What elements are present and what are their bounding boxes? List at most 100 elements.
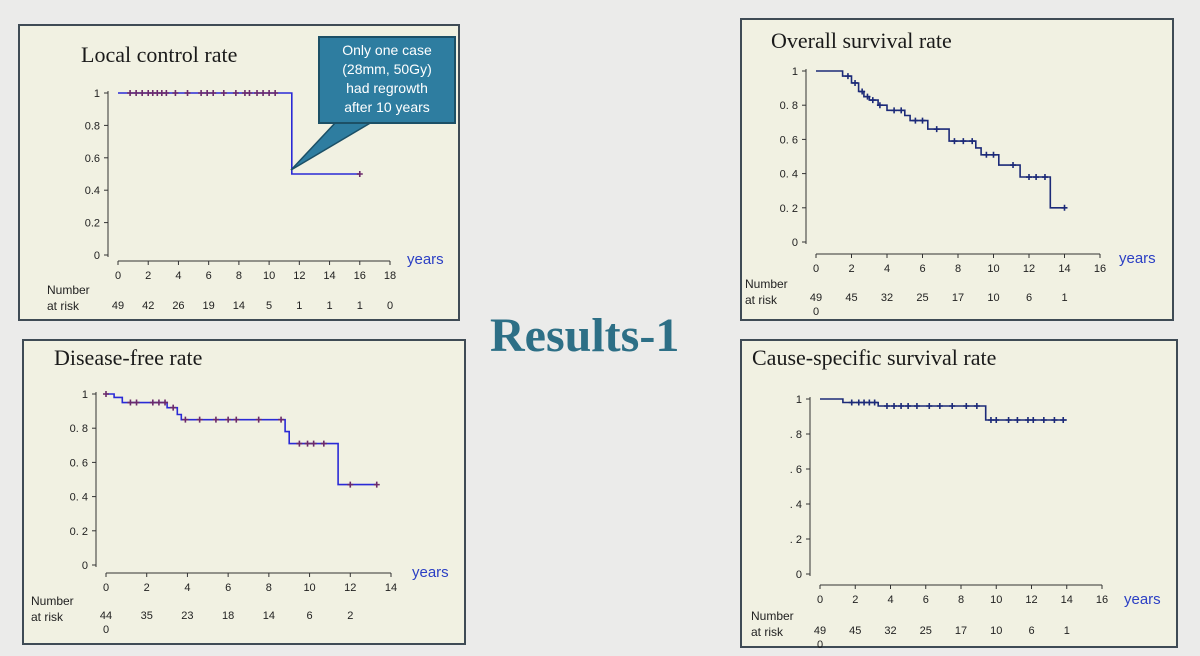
censor-mark xyxy=(987,417,994,423)
censor-mark xyxy=(852,79,859,86)
censor-mark xyxy=(993,417,1000,423)
x-tick-label: 2 xyxy=(848,263,854,275)
y-tick-label: 0. 2 xyxy=(70,526,88,538)
x-tick-label: 16 xyxy=(354,270,366,282)
y-tick-label: . 6 xyxy=(790,464,802,476)
y-tick-label: 0.6 xyxy=(85,153,100,165)
x-axis-label: years xyxy=(407,251,444,268)
censor-mark xyxy=(1051,417,1058,423)
y-tick-label: . 4 xyxy=(790,499,802,511)
risk-value: 14 xyxy=(263,610,275,622)
censor-mark xyxy=(844,73,851,80)
x-tick-label: 12 xyxy=(344,582,356,594)
risk-value: 6 xyxy=(1028,625,1034,637)
censor-mark xyxy=(1030,417,1037,423)
risk-value: 1 xyxy=(1064,625,1070,637)
x-tick-label: 14 xyxy=(1061,594,1073,606)
censor-mark xyxy=(1010,162,1017,169)
local-control-chart: 00.20.40.60.810 2 4 6 8 10 12 14 16 18yearsNumber… xyxy=(47,88,444,313)
risk-value: 25 xyxy=(916,292,928,304)
risk-value: 45 xyxy=(845,292,857,304)
risk-title-line-2: at risk xyxy=(47,299,80,313)
chart-title: Disease-free rate xyxy=(54,345,203,370)
x-axis-label: years xyxy=(1124,591,1161,608)
x-tick-label: 14 xyxy=(385,582,397,594)
callout-arrow xyxy=(290,121,375,171)
y-tick-label: 1 xyxy=(94,88,100,100)
censor-mark xyxy=(919,117,926,124)
censor-mark xyxy=(883,403,890,409)
censor-mark xyxy=(1041,174,1048,181)
censor-mark xyxy=(220,90,227,96)
censor-mark xyxy=(162,399,169,406)
risk-value: 5 xyxy=(266,300,272,312)
censor-mark xyxy=(933,126,940,133)
censor-mark xyxy=(170,404,177,411)
censor-mark xyxy=(936,403,943,409)
censor-mark xyxy=(278,416,285,423)
survival-step-line xyxy=(816,70,1065,209)
y-tick-label: 0.8 xyxy=(85,120,100,132)
risk-extra-value: 0 xyxy=(813,306,819,318)
x-tick-label: 16 xyxy=(1094,263,1106,275)
censor-mark xyxy=(861,399,868,406)
risk-title-line-1: Number xyxy=(745,277,788,291)
x-tick-label: 0 xyxy=(103,582,109,594)
x-tick-label: 10 xyxy=(303,582,315,594)
x-tick-label: 12 xyxy=(1023,263,1035,275)
x-tick-label: 0 xyxy=(115,270,121,282)
risk-value: 1 xyxy=(357,300,363,312)
censor-mark xyxy=(304,440,311,447)
callout-line-4: after 10 years xyxy=(344,99,430,115)
x-tick-label: 0 xyxy=(813,263,819,275)
x-tick-label: 8 xyxy=(236,270,242,282)
chart-title: Local control rate xyxy=(81,42,238,67)
x-tick-label: 8 xyxy=(266,582,272,594)
chart-title: Cause-specific survival rate xyxy=(752,345,997,370)
overall-survival-panel: Overall survival rate 0 0. 2 0. 4 0. 6 0. 8 1… xyxy=(740,18,1174,321)
censor-mark xyxy=(990,151,997,158)
censor-mark xyxy=(155,399,162,406)
x-tick-label: 2 xyxy=(145,270,151,282)
y-tick-label: 0.2 xyxy=(85,218,100,230)
risk-value: 6 xyxy=(307,610,313,622)
y-tick-label: 0 xyxy=(792,237,798,249)
censor-mark xyxy=(254,90,261,96)
censor-mark xyxy=(1024,417,1031,423)
censor-mark xyxy=(246,90,253,96)
risk-value: 1 xyxy=(296,300,302,312)
x-tick-label: 2 xyxy=(852,594,858,606)
cause-specific-panel: Cause-specific survival rate 0 . 2 . 4 . 6.… xyxy=(740,339,1178,651)
x-tick-label: 2 xyxy=(144,582,150,594)
risk-value: 49 xyxy=(810,292,822,304)
callout-line-2: (28mm, 50Gy) xyxy=(342,61,432,77)
x-tick-label: 6 xyxy=(923,594,929,606)
x-tick-label: 8 xyxy=(958,594,964,606)
x-tick-label: 12 xyxy=(293,270,305,282)
risk-value: 35 xyxy=(141,610,153,622)
risk-value: 10 xyxy=(990,625,1002,637)
chart-title: Overall survival rate xyxy=(771,28,952,53)
risk-value: 32 xyxy=(884,625,896,637)
censor-mark xyxy=(913,403,920,409)
x-axis-label: years xyxy=(1119,250,1156,267)
y-tick-label: 1 xyxy=(796,394,802,406)
y-tick-label: 0. 4 xyxy=(70,492,88,504)
x-tick-label: 10 xyxy=(990,594,1002,606)
censor-mark xyxy=(182,416,189,423)
y-tick-label: 0 xyxy=(94,250,100,262)
y-tick-label: 0 xyxy=(82,560,88,572)
censor-mark xyxy=(969,138,976,145)
x-tick-label: 16 xyxy=(1096,594,1108,606)
x-axis-label: years xyxy=(412,564,449,581)
risk-extra-value: 0 xyxy=(817,639,823,651)
y-tick-label: . 8 xyxy=(790,429,802,441)
censor-mark xyxy=(951,138,958,145)
x-tick-label: 10 xyxy=(263,270,275,282)
censor-mark xyxy=(225,416,232,423)
risk-value: 19 xyxy=(203,300,215,312)
censor-mark xyxy=(232,90,239,96)
censor-mark xyxy=(163,90,170,96)
